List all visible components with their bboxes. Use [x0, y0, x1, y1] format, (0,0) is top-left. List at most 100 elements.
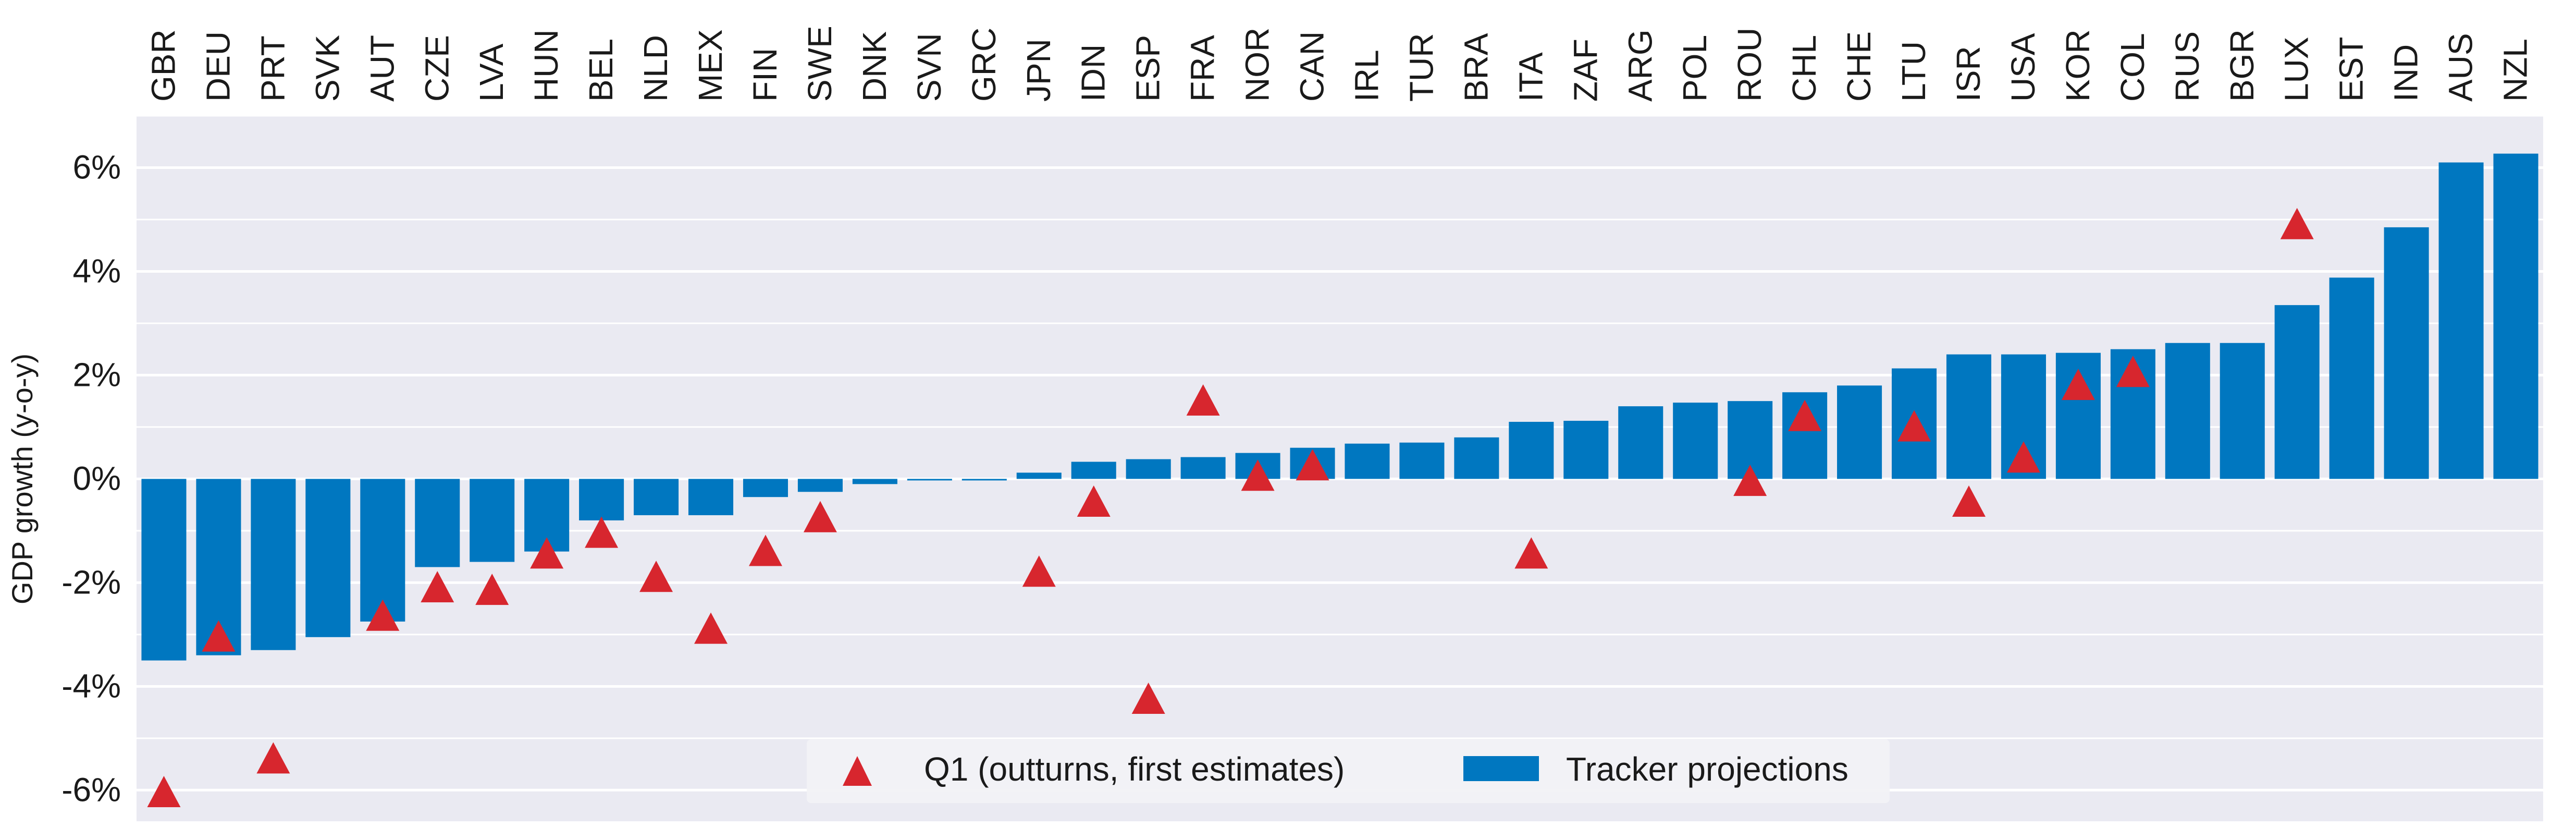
q1-marker-can	[1296, 449, 1329, 481]
x-tick-label-che: CHE	[1840, 31, 1878, 102]
bar-zaf	[1563, 420, 1609, 479]
bar-tur	[1399, 442, 1445, 479]
x-tick-label-bra: BRA	[1457, 33, 1495, 102]
x-tick-label-isr: ISR	[1950, 46, 1987, 102]
y-tick-label: -2%	[61, 563, 121, 601]
bar-dnk	[852, 479, 897, 484]
bar-lux	[2274, 305, 2320, 479]
q1-marker-nor	[1241, 459, 1275, 491]
bar-gbr	[141, 479, 187, 661]
x-tick-label-tur: TUR	[1402, 33, 1440, 102]
q1-marker-jpn	[1022, 555, 1056, 587]
q1-marker-gbr	[147, 776, 181, 808]
x-tick-label-hun: HUN	[527, 29, 565, 102]
x-tick-label-can: CAN	[1293, 31, 1331, 102]
legend-box	[807, 739, 1890, 803]
bar-grc	[962, 479, 1007, 481]
q1-marker-col	[2116, 356, 2150, 387]
x-tick-label-est: EST	[2333, 37, 2370, 102]
x-tick-label-idn: IDN	[1075, 44, 1112, 102]
x-tick-label-col: COL	[2114, 33, 2151, 102]
q1-marker-cze	[421, 571, 454, 603]
q1-marker-lux	[2280, 208, 2314, 239]
q1-marker-lva	[475, 574, 509, 605]
q1-marker-kor	[2061, 369, 2095, 400]
x-tick-label-jpn: JPN	[1020, 39, 1057, 102]
bar-nzl	[2493, 153, 2538, 479]
x-tick-label-gbr: GBR	[144, 29, 182, 102]
x-tick-label-esp: ESP	[1129, 35, 1167, 102]
x-tick-label-ltu: LTU	[1895, 41, 1932, 102]
x-tick-label-aus: AUS	[2442, 33, 2480, 102]
bar-fra	[1180, 457, 1226, 479]
bar-svn	[907, 479, 952, 481]
bar-nld	[634, 479, 679, 516]
bar-est	[2329, 277, 2374, 479]
bar-aut	[360, 479, 405, 622]
q1-marker-fra	[1186, 384, 1220, 416]
x-tick-label-bel: BEL	[582, 39, 620, 102]
q1-marker-usa	[2006, 441, 2040, 473]
bar-swe	[797, 479, 843, 492]
bar-lva	[470, 479, 515, 562]
q1-marker-ltu	[1897, 410, 1931, 442]
q1-marker-isr	[1952, 485, 1986, 517]
legend: Q1 (outturns, first estimates) Tracker p…	[807, 739, 1890, 803]
bar-svk	[305, 479, 351, 637]
y-tick-label: 6%	[73, 148, 121, 186]
x-tick-label-svn: SVN	[910, 33, 948, 102]
q1-marker-esp	[1131, 682, 1165, 714]
y-tick-label: -4%	[61, 667, 121, 704]
x-tick-label-lva: LVA	[473, 43, 510, 102]
x-tick-label-rou: ROU	[1731, 28, 1768, 102]
q1-marker-fin	[748, 534, 782, 566]
gridlines	[137, 115, 2543, 792]
legend-label-tracker: Tracker projections	[1566, 750, 1848, 788]
y-tick-label: 4%	[73, 252, 121, 289]
x-tick-label-usa: USA	[2004, 33, 2042, 102]
x-tick-label-mex: MEX	[692, 29, 729, 102]
y-tick-labels: -6% -4% -2% 0% 2% 4% 6%	[61, 148, 121, 808]
q1-marker-swe	[803, 501, 837, 532]
bar-cze	[415, 479, 460, 567]
q1-marker-mex	[694, 612, 728, 644]
q1-marker-prt	[256, 742, 290, 774]
x-tick-label-svk: SVK	[309, 35, 346, 102]
x-tick-label-irl: IRL	[1348, 50, 1385, 102]
y-tick-label: 2%	[73, 356, 121, 393]
bar-rus	[2165, 343, 2210, 479]
q1-marker-aut	[366, 599, 400, 631]
y-tick-label: 0%	[73, 459, 121, 497]
legend-triangle-icon	[843, 756, 872, 786]
bar-fin	[743, 479, 788, 497]
x-tick-label-deu: DEU	[199, 31, 237, 102]
q1-marker-chl	[1788, 399, 1822, 431]
x-tick-label-chl: CHL	[1785, 35, 1823, 102]
tracker-bars	[141, 153, 2538, 661]
x-tick-label-fra: FRA	[1184, 35, 1222, 102]
bar-bra	[1454, 437, 1499, 479]
bar-irl	[1345, 443, 1390, 479]
bar-jpn	[1016, 472, 1062, 479]
bar-ind	[2384, 227, 2429, 479]
x-tick-label-kor: KOR	[2059, 29, 2097, 102]
x-tick-label-pol: POL	[1676, 35, 1714, 102]
x-tick-label-nzl: NZL	[2497, 39, 2534, 102]
x-tick-label-rus: RUS	[2168, 31, 2206, 102]
q1-marker-bel	[585, 516, 619, 548]
bar-bel	[579, 479, 624, 520]
x-tick-label-zaf: ZAF	[1567, 39, 1604, 102]
q1-marker-ita	[1514, 537, 1548, 569]
bar-isr	[1946, 354, 1992, 479]
x-tick-labels: GBR DEU PRT SVK AUT CZE LVA HUN BEL NLD MEX FIN SWE D…	[144, 26, 2534, 102]
x-tick-label-aut: AUT	[363, 35, 401, 102]
bar-mex	[688, 479, 734, 516]
x-tick-label-lux: LUX	[2278, 37, 2315, 102]
bar-arg	[1618, 406, 1663, 479]
y-tick-label: -6%	[61, 771, 121, 808]
x-tick-label-swe: SWE	[801, 26, 839, 102]
q1-marker-hun	[530, 537, 564, 569]
legend-bar-swatch-icon	[1463, 756, 1539, 781]
x-tick-label-ita: ITA	[1512, 52, 1549, 102]
